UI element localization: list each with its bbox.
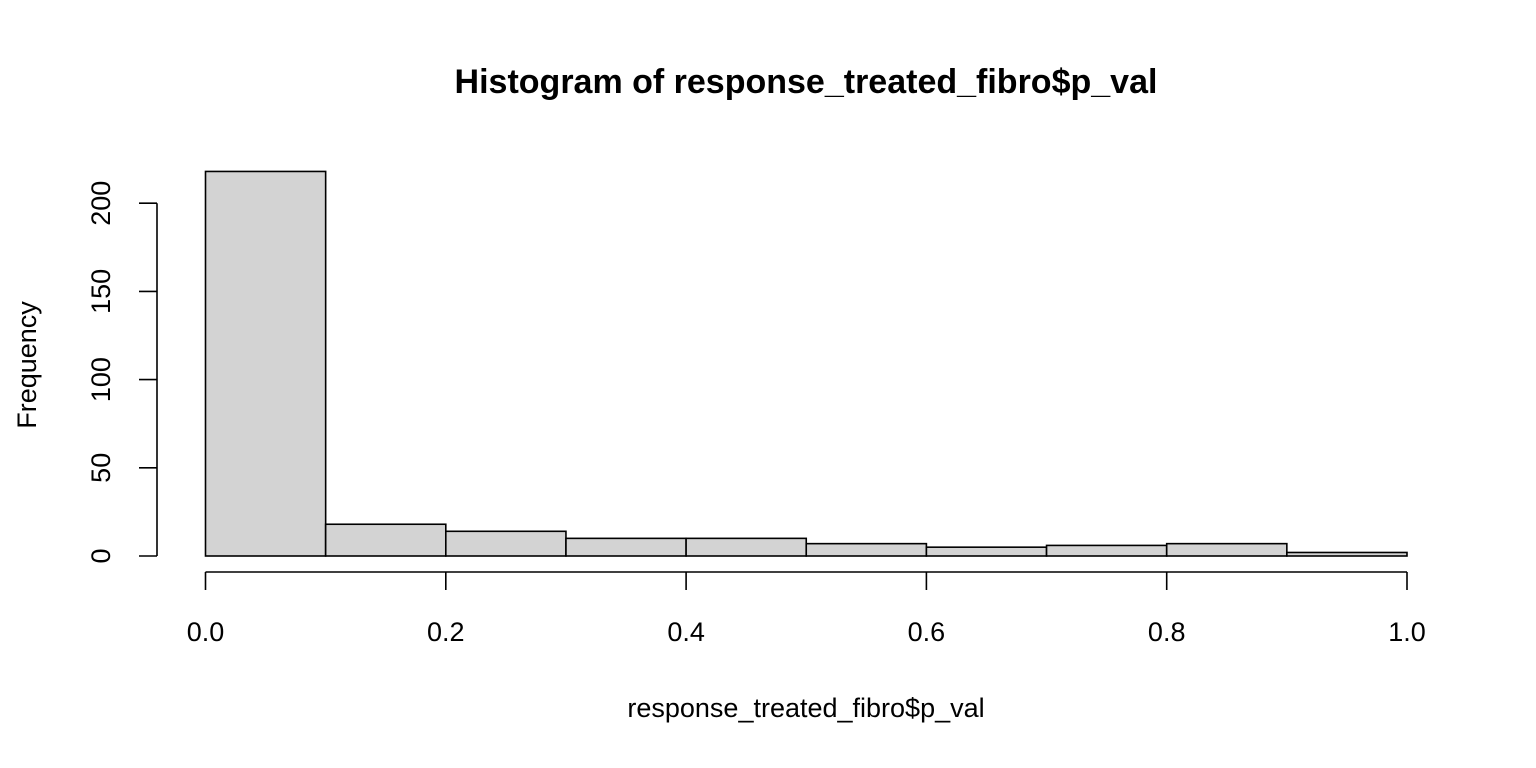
y-tick-label-4: 200 (86, 181, 116, 226)
y-tick-label-0: 0 (86, 548, 116, 563)
histogram-bar-1 (324, 523, 447, 557)
histogram-bar-8 (1165, 542, 1288, 557)
histogram-bar-9 (1286, 551, 1408, 557)
x-axis: 0.0 0.2 0.4 0.6 0.8 1.0 (187, 571, 1426, 647)
histogram-bar-4 (685, 537, 808, 557)
y-tick-label-2: 100 (86, 357, 116, 402)
histogram-bar-0 (204, 170, 327, 557)
x-axis-label: response_treated_fibro$p_val (627, 693, 984, 723)
x-tick-label-1: 0.2 (427, 617, 465, 647)
histogram-bar-6 (925, 546, 1048, 557)
y-axis-label: Frequency (12, 301, 42, 429)
histogram-bar-3 (565, 537, 687, 557)
x-tick-label-5: 1.0 (1388, 617, 1426, 647)
y-tick-label-1: 50 (86, 453, 116, 483)
x-tick-label-3: 0.6 (908, 617, 946, 647)
x-tick-label-4: 0.8 (1148, 617, 1186, 647)
y-tick-label-3: 150 (86, 269, 116, 314)
histogram-bar-5 (805, 542, 928, 557)
y-axis: 0 50 100 150 200 (86, 181, 158, 564)
histogram-bar-7 (1045, 544, 1168, 557)
x-tick-label-2: 0.4 (667, 617, 705, 647)
chart-title: Histogram of response_treated_fibro$p_va… (455, 63, 1158, 101)
x-tick-label-0: 0.0 (187, 617, 225, 647)
bars-group (204, 170, 1408, 557)
histogram-bar-2 (444, 530, 567, 557)
